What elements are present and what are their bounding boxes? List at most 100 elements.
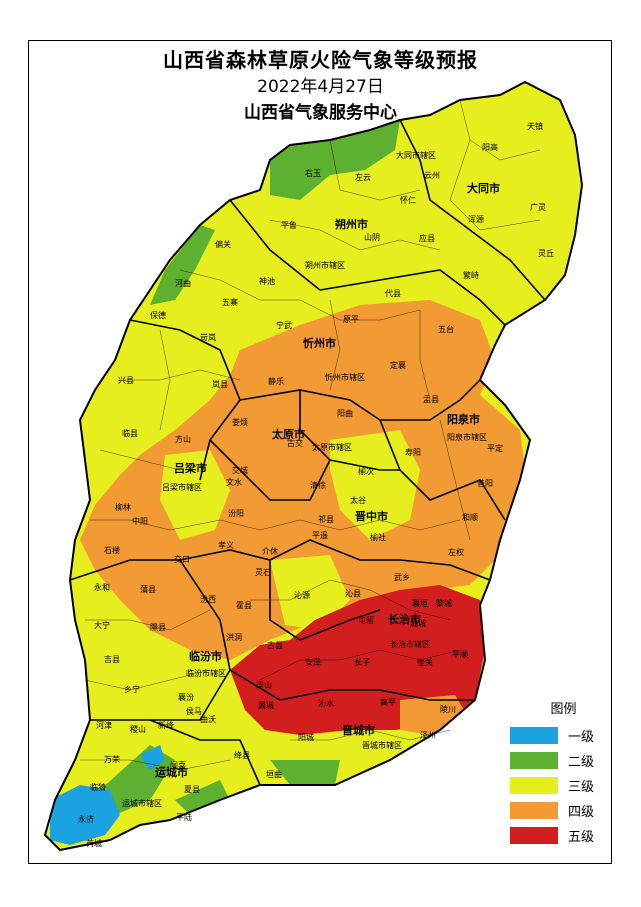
county-label: 垣曲 <box>266 769 282 779</box>
county-label: 新绛 <box>158 720 174 730</box>
county-label: 浑源 <box>468 215 484 224</box>
county-label: 灵石 <box>255 568 271 577</box>
legend-item-level-3: 三级 <box>510 773 605 797</box>
county-label: 天镇 <box>527 121 543 131</box>
county-label: 榆社 <box>370 532 386 542</box>
county-label: 吉县 <box>104 655 120 664</box>
county-label: 万荣 <box>104 754 120 764</box>
county-label: 沁县 <box>345 588 361 598</box>
county-label: 闻喜 <box>170 760 186 770</box>
county-label: 阳曲 <box>337 408 353 418</box>
county-label: 夏县 <box>184 785 200 794</box>
city-label-yuncheng: 运城市 <box>155 765 188 779</box>
legend-swatch <box>510 801 558 819</box>
county-label: 晋城市辖区 <box>362 740 402 750</box>
zone-level-3-qinyuan <box>270 555 350 630</box>
county-label: 陵川 <box>440 705 456 714</box>
zone-level-2-pinglu <box>175 780 230 815</box>
county-label: 临县 <box>122 428 138 438</box>
county-label: 应县 <box>419 233 435 243</box>
county-label: 古县 <box>267 640 283 650</box>
zone-level-2-jincheng <box>270 760 340 785</box>
county-label: 吕梁市辖区 <box>162 482 202 492</box>
city-label-jinzhong: 晋中市 <box>355 509 388 523</box>
city-label-changzhi: 长治市 <box>388 612 421 626</box>
county-label: 介休 <box>262 546 278 556</box>
legend-label: 二级 <box>568 754 595 770</box>
city-label-yangquan: 阳泉市 <box>447 412 480 426</box>
county-label: 曲沃 <box>200 714 216 724</box>
county-label: 大同市辖区 <box>396 150 436 160</box>
county-label: 代县 <box>385 288 401 298</box>
county-label: 稷山 <box>130 724 146 734</box>
county-label: 定襄 <box>390 360 406 370</box>
county-label: 侯马 <box>186 707 202 716</box>
county-label: 大宁 <box>94 620 110 630</box>
county-label: 左权 <box>448 547 464 557</box>
county-label: 阳泉市辖区 <box>447 432 487 442</box>
map-title: 山西省森林草原火险气象等级预报 <box>163 48 478 72</box>
city-label-shuozhou: 朔州市 <box>335 217 368 231</box>
county-label: 静乐 <box>268 376 284 386</box>
county-label: 运城市辖区 <box>122 798 162 808</box>
county-label: 交城 <box>232 465 248 475</box>
zone-level-4 <box>80 300 525 660</box>
legend-label: 五级 <box>568 829 595 845</box>
county-label: 榆次 <box>358 466 374 476</box>
zone-level-3-lvliang <box>160 450 230 540</box>
county-label: 阳高 <box>482 142 498 152</box>
county-label: 平陆 <box>176 812 192 822</box>
county-label: 左云 <box>355 172 371 182</box>
county-label: 屯留 <box>358 615 374 625</box>
zone-level-2-west <box>150 225 215 305</box>
county-label: 芮城 <box>86 838 102 848</box>
county-label: 古交 <box>287 438 303 448</box>
county-label: 平鲁 <box>281 220 297 230</box>
county-label: 山阴 <box>364 232 380 242</box>
map-legend: 图例 一级 二级 三级 四级 五级 <box>510 698 605 848</box>
county-label: 翼城 <box>258 701 274 710</box>
county-label: 武乡 <box>394 572 410 582</box>
county-label: 襄垣 <box>412 598 428 608</box>
county-label: 神池 <box>259 276 275 286</box>
legend-item-level-2: 二级 <box>510 748 605 772</box>
legend-swatch <box>510 776 558 794</box>
county-label: 永济 <box>78 814 94 824</box>
county-label: 平定 <box>487 443 503 453</box>
county-label: 原平 <box>343 315 359 324</box>
county-label: 方山 <box>175 434 191 444</box>
county-label: 洪洞 <box>226 632 242 642</box>
county-labels: 天镇 阳高 大同市辖区 云州 广灵 灵丘 浑源 右玉 左云 怀仁 平鲁 山阴 应… <box>78 121 554 848</box>
county-label: 兴县 <box>118 376 134 385</box>
city-label-lvliang: 吕梁市 <box>174 461 207 475</box>
county-label: 永和 <box>94 582 110 592</box>
county-label: 五台 <box>438 324 454 334</box>
county-label: 潞城 <box>410 618 426 628</box>
county-label: 偏关 <box>215 239 231 249</box>
city-label-jincheng: 晋城市 <box>342 723 375 737</box>
zone-level-1-small <box>140 745 165 770</box>
city-label-linfen: 临汾市 <box>189 649 222 663</box>
county-label: 柳林 <box>115 502 131 512</box>
county-label: 长子 <box>354 657 370 667</box>
county-label: 寿阳 <box>405 447 421 457</box>
city-label-xinzhou: 忻州市 <box>303 336 336 350</box>
county-label: 云州 <box>424 171 440 180</box>
county-label: 广灵 <box>530 202 546 212</box>
county-label: 乡宁 <box>124 684 140 694</box>
legend-label: 三级 <box>568 779 595 795</box>
county-label: 霍县 <box>236 601 252 610</box>
legend-swatch <box>510 826 558 844</box>
county-label: 中阳 <box>132 516 148 526</box>
county-label: 河曲 <box>175 278 191 288</box>
county-label: 汾阳 <box>228 508 244 518</box>
county-label: 浮山 <box>256 680 272 690</box>
county-label: 石楼 <box>104 545 120 555</box>
county-label: 太原市辖区 <box>312 442 352 452</box>
county-label: 平顺 <box>452 650 468 659</box>
forecast-date: 2022年4月27日 <box>257 77 384 97</box>
county-label: 沁源 <box>294 590 310 600</box>
county-label: 朔州市辖区 <box>305 260 345 270</box>
prefecture-boundaries <box>69 119 546 786</box>
